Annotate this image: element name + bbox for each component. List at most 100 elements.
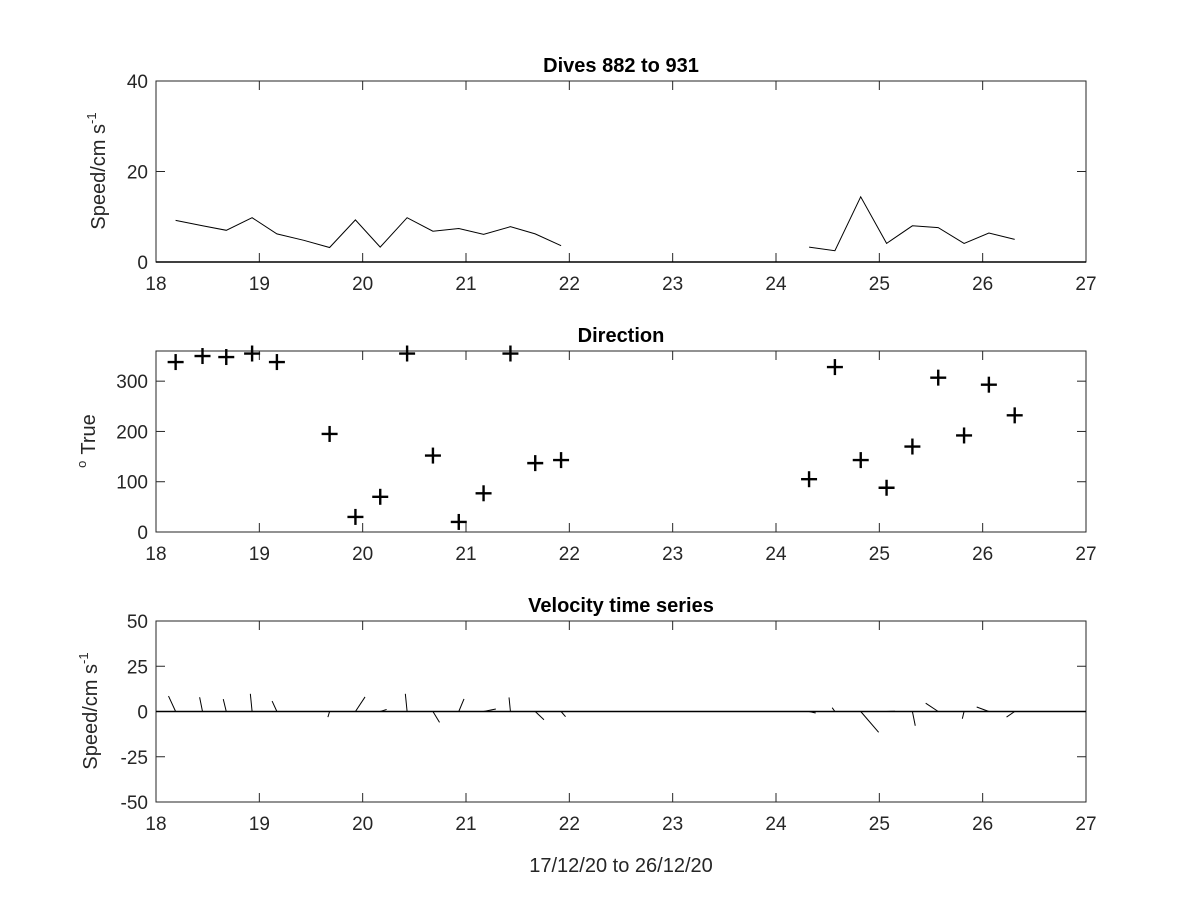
speed-ytick-label: 0: [137, 253, 148, 274]
velocity-stick: [560, 711, 566, 718]
velocity-xtick-label: 24: [765, 814, 787, 835]
speed-line-segment-2: [809, 195, 1015, 252]
velocity-xtick-label: 21: [455, 814, 476, 835]
velocity-xtick-label: 20: [352, 814, 373, 835]
direction-ytick-label: 100: [116, 473, 148, 494]
direction-point: [930, 369, 947, 386]
velocity-stick: [911, 711, 916, 726]
velocity-stick: [432, 711, 440, 723]
direction-point: [424, 447, 441, 464]
velocity-stick: [1006, 711, 1015, 718]
direction-point: [321, 425, 338, 442]
velocity-stick: [327, 711, 331, 718]
speed-axes-frame: [155, 80, 1087, 263]
velocity-ytick-label: 25: [127, 657, 148, 678]
direction-xtick-label: 26: [972, 544, 993, 565]
direction-ticks: 18 19 20 21 22 23 24 25 26 27 0 100 200 300: [116, 351, 1097, 565]
velocity-stick: [508, 697, 511, 712]
direction-xtick-label: 24: [765, 544, 787, 565]
velocity-xtick-label: 26: [972, 814, 993, 835]
direction-point: [372, 488, 389, 505]
direction-title: Direction: [578, 325, 665, 347]
speed-xtick-label: 27: [1075, 274, 1096, 295]
velocity-title: Velocity time series: [528, 595, 714, 617]
direction-point: [904, 438, 921, 455]
velocity-marks: [156, 693, 1086, 733]
direction-point: [244, 345, 261, 362]
direction-ytick-label: 0: [137, 523, 148, 544]
direction-point: [878, 479, 895, 496]
direction-point: [527, 455, 544, 472]
direction-ytick-label: 300: [116, 372, 148, 393]
speed-xtick-label: 22: [559, 274, 580, 295]
velocity-ticks: 18 19 20 21 22 23 24 25 26 27 -50 -25 0 25 50: [121, 612, 1097, 835]
velocity-ytick-label: 50: [127, 612, 148, 633]
velocity-stick: [249, 693, 253, 712]
direction-marks: [167, 345, 1023, 530]
direction-xtick-label: 27: [1075, 544, 1096, 565]
speed-xtick-label: 23: [662, 274, 683, 295]
direction-point: [268, 354, 285, 371]
speed-marks: [156, 195, 1086, 263]
velocity-stick: [199, 697, 203, 712]
direction-point: [956, 427, 973, 444]
direction-xtick-label: 22: [559, 544, 580, 565]
speed-ticks: 18 19 20 21 22 23 24 25 26 27 0 20 40: [127, 72, 1097, 295]
velocity-stick: [222, 698, 227, 712]
velocity-stick: [961, 711, 965, 719]
speed-xtick-label: 24: [765, 274, 787, 295]
direction-xtick-label: 25: [869, 544, 890, 565]
speed-xtick-label: 20: [352, 274, 373, 295]
speed-xtick-label: 21: [455, 274, 476, 295]
direction-point: [450, 513, 467, 530]
speed-line-segment-1: [175, 217, 562, 249]
velocity-ytick-label: 0: [137, 703, 148, 724]
direction-ylabel-sup: o: [74, 461, 89, 468]
velocity-xtick-label: 27: [1075, 814, 1096, 835]
direction-point: [801, 471, 818, 488]
speed-xtick-label: 18: [145, 274, 166, 295]
velocity-xtick-label: 19: [249, 814, 270, 835]
speed-xtick-label: 25: [869, 274, 890, 295]
speed-xtick-label: 19: [249, 274, 270, 295]
direction-point: [399, 345, 416, 362]
speed-ylabel-sup: -1: [84, 112, 99, 124]
velocity-panel: Velocity time series Speed/cm s-1 17/12/…: [76, 595, 1097, 877]
direction-point: [502, 345, 519, 362]
velocity-stick: [168, 695, 177, 712]
direction-point: [1006, 407, 1023, 424]
velocity-ylabel-sup: -1: [76, 652, 91, 664]
direction-point: [553, 452, 570, 469]
speed-ylabel: Speed/cm s-1: [84, 112, 110, 229]
speed-ytick-label: 40: [127, 72, 148, 93]
direction-panel: Direction o True 18 19 20 21 22 23 24 25 26 27 0 100…: [74, 325, 1097, 565]
velocity-stick: [271, 700, 278, 712]
direction-point: [167, 354, 184, 371]
velocity-stick: [534, 711, 545, 721]
direction-point: [347, 508, 364, 525]
speed-ylabel-main: Speed/cm s: [88, 124, 110, 230]
direction-point: [852, 452, 869, 469]
velocity-stick: [380, 708, 387, 712]
direction-xtick-label: 21: [455, 544, 476, 565]
velocity-stick: [925, 702, 939, 712]
velocity-ylabel-main: Speed/cm s: [80, 664, 102, 770]
direction-point: [475, 485, 492, 502]
speed-panel: Dives 882 to 931 Speed/cm s-1 18 19 20 21 22…: [84, 55, 1097, 295]
velocity-stick: [808, 711, 816, 714]
direction-ylabel: o True: [74, 414, 100, 468]
speed-title: Dives 882 to 931: [543, 55, 699, 77]
velocity-stick: [355, 696, 366, 712]
velocity-stick: [976, 706, 990, 712]
direction-point: [980, 376, 997, 393]
velocity-stick: [458, 698, 465, 712]
speed-xtick-label: 26: [972, 274, 993, 295]
direction-xtick-label: 18: [145, 544, 166, 565]
direction-ylabel-main: True: [78, 414, 100, 454]
velocity-ytick-label: -50: [121, 793, 148, 814]
velocity-xtick-label: 22: [559, 814, 580, 835]
velocity-xtick-label: 18: [145, 814, 166, 835]
velocity-xtick-label: 23: [662, 814, 683, 835]
direction-xtick-label: 23: [662, 544, 683, 565]
